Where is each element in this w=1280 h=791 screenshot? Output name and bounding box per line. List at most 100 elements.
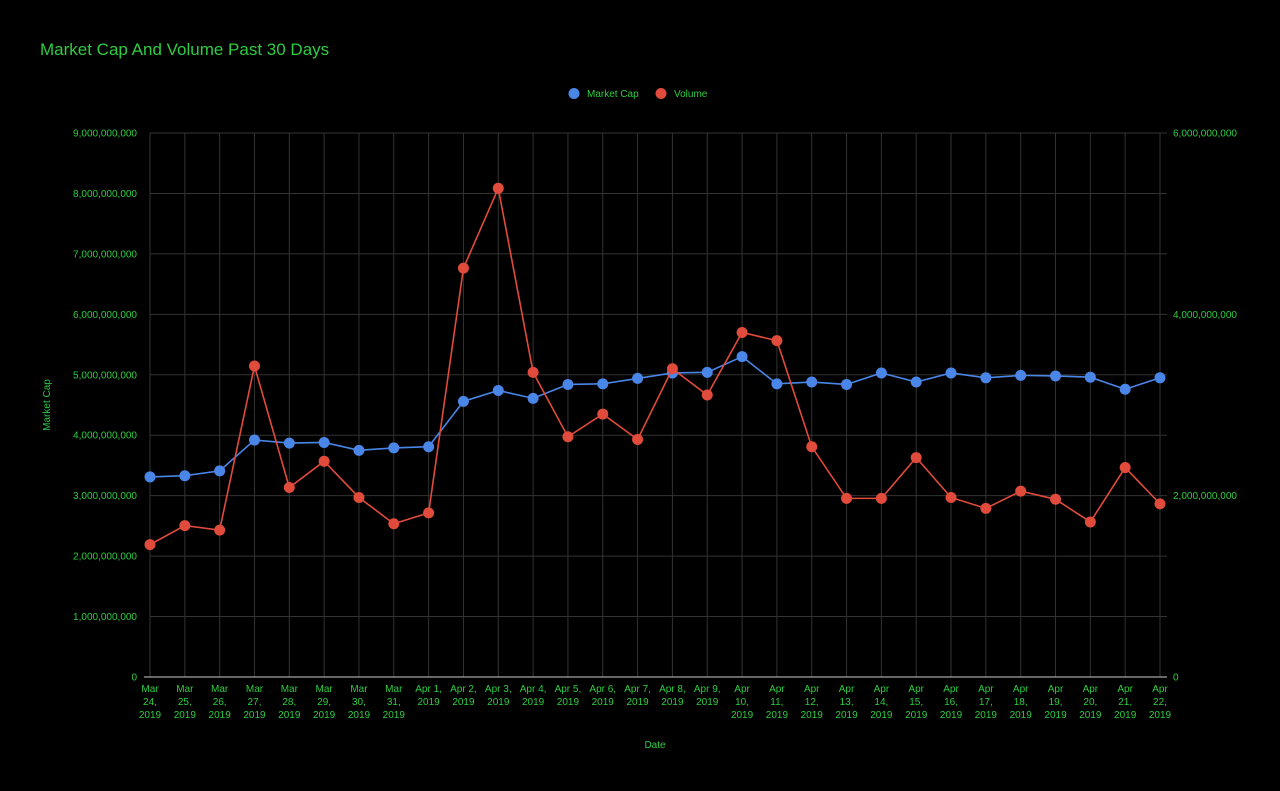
legend-marker	[655, 88, 667, 99]
data-point	[841, 378, 853, 390]
x-tick-label: Apr 17, 2019	[975, 684, 998, 721]
data-point	[179, 520, 191, 532]
x-tick-label: Apr 20, 2019	[1079, 684, 1102, 721]
y-tick-label: 2,000,000,000	[73, 552, 137, 563]
data-point	[214, 465, 226, 477]
data-point	[562, 378, 574, 390]
data-point	[1050, 493, 1062, 505]
data-point	[353, 491, 365, 503]
x-tick-label: Apr 1, 2019	[415, 684, 442, 708]
data-point	[457, 395, 469, 407]
data-point	[1015, 369, 1027, 381]
x-tick-label: Mar 31, 2019	[383, 684, 406, 721]
x-tick-label: Apr 3, 2019	[485, 684, 512, 708]
data-point	[492, 384, 504, 396]
x-tick-label: Mar 27, 2019	[243, 684, 266, 721]
data-point	[318, 455, 330, 467]
y-tick-label: 0	[131, 673, 137, 684]
y-tick-label: 3,000,000,000	[73, 491, 137, 502]
data-point	[492, 182, 504, 194]
data-point	[1015, 485, 1027, 497]
x-tick-label: Apr 15, 2019	[905, 684, 928, 721]
x-tick-label: Apr 10, 2019	[731, 684, 754, 721]
data-point	[1119, 383, 1131, 395]
data-point	[248, 434, 260, 446]
x-tick-label: Apr 16, 2019	[940, 684, 963, 721]
x-tick-label: Apr 8, 2019	[659, 684, 686, 708]
x-tick-label: Apr 21, 2019	[1114, 684, 1137, 721]
data-point	[423, 507, 435, 519]
data-point	[1050, 370, 1062, 382]
data-point	[527, 366, 539, 378]
data-point	[353, 444, 365, 456]
data-point	[980, 372, 992, 384]
data-point	[527, 392, 539, 404]
series-line	[149, 185, 1161, 546]
legend-marker	[568, 88, 580, 99]
data-point	[423, 441, 435, 453]
data-point	[283, 482, 295, 494]
data-point	[771, 335, 783, 347]
series-line	[149, 355, 1161, 478]
x-tick-label: Apr 11, 2019	[766, 684, 789, 721]
x-tick-label: Apr 22, 2019	[1149, 684, 1172, 721]
y-tick-label: 9,000,000,000	[73, 129, 137, 140]
x-tick-label: Apr 19, 2019	[1044, 684, 1067, 721]
data-point	[736, 351, 748, 363]
legend-label: Market Cap	[587, 89, 639, 100]
data-point	[945, 491, 957, 503]
data-point	[214, 524, 226, 536]
legend-label: Volume	[674, 89, 708, 100]
x-tick-label: Mar 25, 2019	[174, 684, 197, 721]
data-point	[1084, 371, 1096, 383]
y-tick-label: 6,000,000,000	[73, 310, 137, 321]
data-point	[388, 442, 400, 454]
data-point	[875, 492, 887, 504]
y-right-tick-label: 2,000,000,000	[1173, 491, 1237, 502]
chart-title: Market Cap And Volume Past 30 Days	[40, 40, 330, 59]
x-axis-title: Date	[644, 740, 666, 751]
data-point	[318, 436, 330, 448]
data-point	[1084, 516, 1096, 528]
x-tick-label: Apr 9, 2019	[694, 684, 721, 708]
data-point	[701, 389, 713, 401]
data-point	[632, 372, 644, 384]
data-point	[910, 452, 922, 464]
y-tick-label: 5,000,000,000	[73, 370, 137, 381]
y-tick-label: 4,000,000,000	[73, 431, 137, 442]
x-tick-label: Apr 7, 2019	[624, 684, 651, 708]
x-tick-label: Mar 30, 2019	[348, 684, 371, 721]
data-point	[179, 470, 191, 482]
data-point	[283, 437, 295, 449]
data-point	[771, 378, 783, 390]
data-point	[144, 539, 156, 551]
data-point	[841, 492, 853, 504]
x-tick-label: Apr 13, 2019	[835, 684, 858, 721]
data-point	[1119, 462, 1131, 474]
data-point	[701, 366, 713, 378]
x-tick-label: Mar 24, 2019	[139, 684, 162, 721]
data-point	[248, 360, 260, 372]
data-point	[980, 502, 992, 514]
x-tick-label: Mar 26, 2019	[209, 684, 232, 721]
y-axis-title: Market Cap	[42, 379, 53, 431]
data-point	[632, 433, 644, 445]
data-point	[806, 441, 818, 453]
x-tick-label: Apr 5, 2019	[555, 684, 582, 708]
x-tick-label: Mar 29, 2019	[313, 684, 336, 721]
data-point	[597, 378, 609, 390]
y-right-tick-label: 6,000,000,000	[1173, 129, 1237, 140]
data-point	[1154, 498, 1166, 510]
data-point	[736, 326, 748, 338]
data-point	[910, 376, 922, 388]
x-tick-label: Apr 6, 2019	[589, 684, 616, 708]
x-tick-label: Apr 2, 2019	[450, 684, 477, 708]
data-point	[597, 408, 609, 420]
y-tick-label: 7,000,000,000	[73, 249, 137, 260]
x-tick-label: Mar 28, 2019	[278, 684, 301, 721]
data-point	[388, 518, 400, 530]
data-point	[945, 367, 957, 379]
data-point	[875, 367, 887, 379]
